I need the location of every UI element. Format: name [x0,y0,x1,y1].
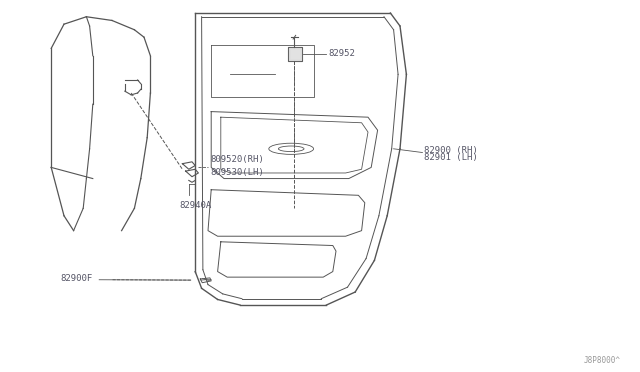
Text: 82901 (LH): 82901 (LH) [424,153,478,162]
Text: 82900F: 82900F [61,274,93,283]
Bar [288,46,302,61]
Text: 82900 (RH): 82900 (RH) [424,146,478,155]
Text: 809520(RH): 809520(RH) [210,155,264,164]
Text: J8P8000^: J8P8000^ [584,356,621,365]
Text: 809530(LH): 809530(LH) [210,168,264,177]
Text: 82952: 82952 [328,49,355,58]
Ellipse shape [269,143,314,154]
Text: 82940A: 82940A [179,201,211,210]
Ellipse shape [278,146,304,152]
Polygon shape [289,48,301,60]
